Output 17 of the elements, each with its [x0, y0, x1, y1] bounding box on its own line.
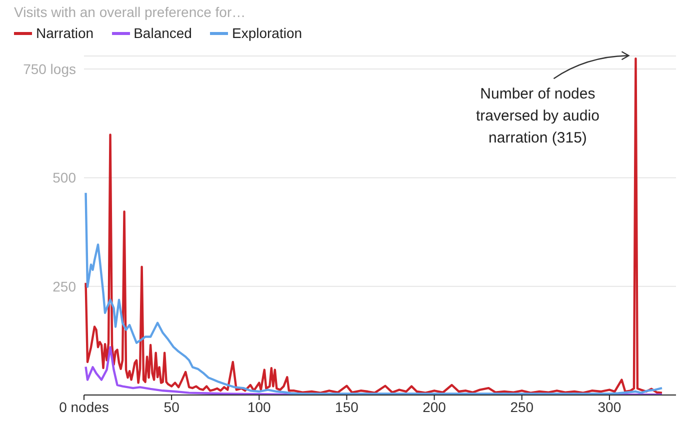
annotation: Number of nodes traversed by audio narration (315) [476, 86, 600, 147]
x-tick-label: 50 [164, 398, 180, 415]
x-tick-label: 100 [247, 398, 272, 415]
x-tick-label: 150 [335, 398, 359, 415]
x-tick-label: 300 [598, 398, 622, 415]
y-tick-label: 500 [52, 170, 76, 186]
y-tick-label: 750 logs [23, 61, 76, 78]
legend-label: Balanced [132, 25, 192, 41]
legend-label: Exploration [230, 25, 302, 41]
line-series [84, 192, 664, 395]
legend-title: Visits with an overall preference for… [14, 4, 247, 20]
line-series [84, 58, 664, 394]
x-tick-label: 0 nodes [59, 398, 109, 415]
legend-label: Narration [35, 25, 94, 41]
y-tick-label: 250 [52, 278, 76, 294]
x-tick-label: 250 [510, 398, 534, 415]
x-tick-label: 200 [422, 398, 446, 415]
